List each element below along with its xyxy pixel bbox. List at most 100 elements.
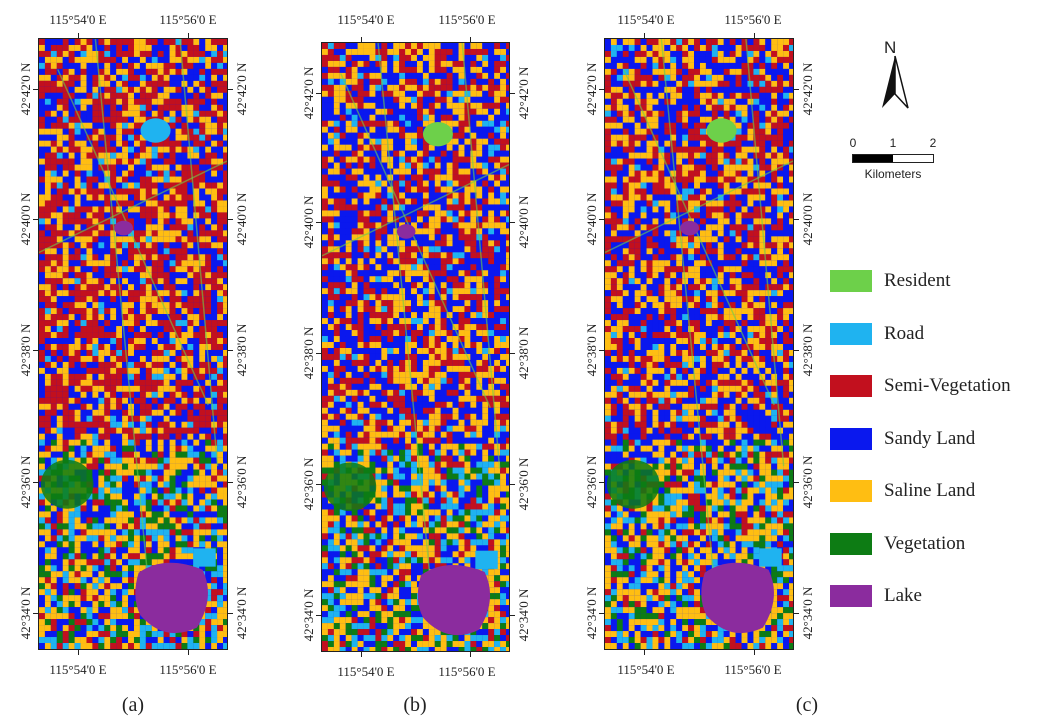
- top-lon-label-1: 115°54'0 E: [49, 12, 107, 27]
- lat-tick: [33, 613, 38, 615]
- left-lat-label-1: 42°42'0 N: [584, 62, 599, 116]
- legend-label: Saline Land: [884, 480, 976, 501]
- lat-tick: [33, 218, 38, 220]
- legend-item-saline-land: Saline Land: [830, 478, 1039, 506]
- legend-swatch: [830, 427, 872, 450]
- lat-tick: [794, 350, 799, 352]
- legend-label: Sandy Land: [884, 427, 976, 449]
- lat-tick: [510, 615, 515, 617]
- scale-tick-2: 2: [929, 136, 937, 150]
- map-panel-a: 115°54'0 E 115°56'0 E 115°54'0 E 115°56'…: [0, 0, 250, 727]
- right-lat-label-4: 42°36'0 N: [234, 455, 249, 509]
- right-lat-label-2: 42°40'0 N: [516, 195, 531, 249]
- left-lat-label-1: 42°42'0 N: [18, 62, 33, 116]
- left-lat-label-5: 42°34'0 N: [584, 586, 599, 640]
- lat-tick: [316, 92, 321, 94]
- map-panel-b: 115°54'0 E 115°56'0 E 115°54'0 E 115°56'…: [283, 0, 533, 727]
- lat-tick: [33, 350, 38, 352]
- left-lat-label-3: 42°38'0 N: [301, 326, 316, 380]
- panel-caption-c: (c): [795, 694, 819, 716]
- scale-bar: [852, 154, 934, 163]
- bottom-lon-label-2: 115°56'0 E: [159, 662, 217, 677]
- lat-tick: [33, 481, 38, 483]
- bottom-lon-label-1: 115°54'0 E: [49, 662, 107, 677]
- right-lat-label-5: 42°34'0 N: [516, 589, 531, 642]
- lon-tick: [643, 33, 645, 38]
- right-lat-label-2: 42°40'0 N: [234, 192, 249, 245]
- legend-item-sandy-land: Sandy Land: [830, 426, 1039, 454]
- top-lon-label-2: 115°56'0 E: [724, 12, 782, 27]
- scale-tick-0: 0: [849, 136, 857, 150]
- left-lat-label-1: 42°42'0 N: [301, 66, 316, 119]
- top-lon-label-1: 115°54'0 E: [337, 12, 395, 27]
- lat-tick: [794, 88, 799, 90]
- bottom-lon-label-2: 115°56'0 E: [438, 664, 496, 679]
- lat-tick: [794, 218, 799, 220]
- right-lat-label-5: 42°34'0 N: [800, 586, 815, 640]
- left-lat-label-5: 42°34'0 N: [18, 586, 33, 640]
- lat-tick: [510, 221, 515, 223]
- right-lat-label-3: 42°38'0 N: [516, 326, 531, 380]
- legend-item-lake: Lake: [830, 583, 1039, 611]
- lat-tick: [228, 88, 233, 90]
- lat-tick: [33, 88, 38, 90]
- lon-tick: [754, 650, 756, 655]
- left-lat-label-5: 42°34'0 N: [301, 589, 316, 642]
- bottom-lon-label-1: 115°54'0 E: [337, 664, 395, 679]
- classification-map-c: [604, 38, 794, 650]
- legend-swatch: [830, 585, 872, 607]
- lat-tick: [510, 353, 515, 355]
- right-lat-label-5: 42°34'0 N: [234, 586, 249, 640]
- classification-map-a: [38, 38, 228, 650]
- lat-tick: [228, 481, 233, 483]
- right-lat-label-3: 42°38'0 N: [234, 323, 249, 377]
- classification-raster: [322, 43, 509, 651]
- left-lat-label-3: 42°38'0 N: [584, 323, 599, 377]
- lon-tick: [77, 33, 79, 38]
- legend-swatch: [830, 322, 872, 345]
- legend-swatch: [830, 270, 872, 292]
- left-lat-label-2: 42°40'0 N: [301, 195, 316, 249]
- legend-item-resident: Resident: [830, 268, 1039, 296]
- lon-tick: [470, 37, 472, 42]
- classification-raster: [39, 39, 227, 649]
- north-arrow-icon: [882, 55, 909, 109]
- left-lat-label-2: 42°40'0 N: [584, 192, 599, 245]
- legend-label: Lake: [884, 585, 922, 606]
- bottom-lon-label-2: 115°56'0 E: [724, 662, 782, 677]
- legend-item-road: Road: [830, 321, 1039, 349]
- right-lat-label-1: 42°42'0 N: [800, 62, 815, 116]
- lat-tick: [228, 350, 233, 352]
- lon-tick: [77, 650, 79, 655]
- right-lat-label-1: 42°42'0 N: [234, 62, 249, 116]
- lon-tick: [643, 650, 645, 655]
- lon-tick: [470, 652, 472, 657]
- legend-label: Resident: [884, 270, 951, 291]
- legend-swatch: [830, 532, 872, 555]
- right-lat-label-1: 42°42'0 N: [516, 66, 531, 119]
- lat-tick: [510, 92, 515, 94]
- legend-item-semi-vegetation: Semi-Vegetation: [830, 373, 1039, 401]
- right-lat-label-4: 42°36'0 N: [516, 457, 531, 511]
- legend-label: Semi-Vegetation: [884, 375, 1011, 396]
- lat-tick: [599, 481, 604, 483]
- classification-raster: [605, 39, 793, 649]
- panel-caption-b: (b): [403, 694, 427, 716]
- lat-tick: [316, 615, 321, 617]
- left-lat-label-3: 42°38'0 N: [18, 323, 33, 377]
- lat-tick: [228, 613, 233, 615]
- lon-tick: [188, 33, 190, 38]
- left-lat-label-4: 42°36'0 N: [584, 455, 599, 509]
- lon-tick: [188, 650, 190, 655]
- legend-swatch: [830, 480, 872, 502]
- classification-map-b: [321, 42, 510, 652]
- right-lat-label-3: 42°38'0 N: [800, 323, 815, 377]
- legend-swatch: [830, 375, 872, 397]
- lon-tick: [360, 37, 362, 42]
- right-lat-label-4: 42°36'0 N: [800, 455, 815, 509]
- scale-tick-1: 1: [889, 136, 897, 150]
- lon-tick: [754, 33, 756, 38]
- lat-tick: [599, 613, 604, 615]
- lat-tick: [316, 484, 321, 486]
- lat-tick: [794, 613, 799, 615]
